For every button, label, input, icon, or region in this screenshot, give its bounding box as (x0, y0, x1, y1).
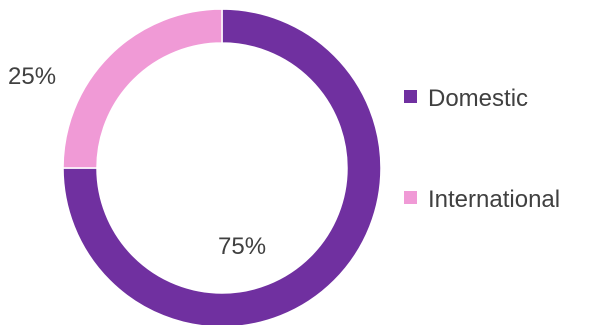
legend: Domestic International (404, 85, 560, 213)
legend-swatch-domestic (404, 90, 417, 103)
legend-label-domestic: Domestic (428, 85, 528, 112)
data-label-international: 25% (8, 63, 56, 90)
slice-domestic (62, 8, 382, 328)
legend-item-domestic: Domestic (404, 85, 528, 112)
legend-item-international: International (404, 186, 560, 213)
slice-international (62, 8, 223, 169)
legend-label-international: International (428, 186, 560, 213)
data-label-domestic: 75% (218, 233, 266, 260)
data-labels: 75% 25% (8, 63, 266, 260)
donut-slices (62, 8, 382, 328)
legend-swatch-international (404, 191, 417, 204)
